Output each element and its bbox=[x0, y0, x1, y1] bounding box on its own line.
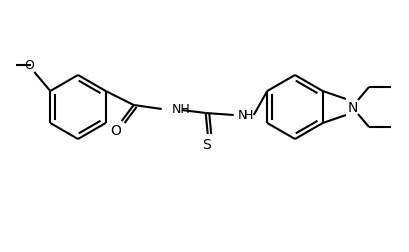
Text: S: S bbox=[202, 137, 211, 151]
Text: H: H bbox=[243, 108, 252, 121]
Text: O: O bbox=[110, 123, 121, 137]
Text: O: O bbox=[24, 58, 34, 71]
Text: N: N bbox=[237, 108, 247, 121]
Text: NH: NH bbox=[171, 102, 190, 115]
Text: N: N bbox=[347, 101, 357, 115]
